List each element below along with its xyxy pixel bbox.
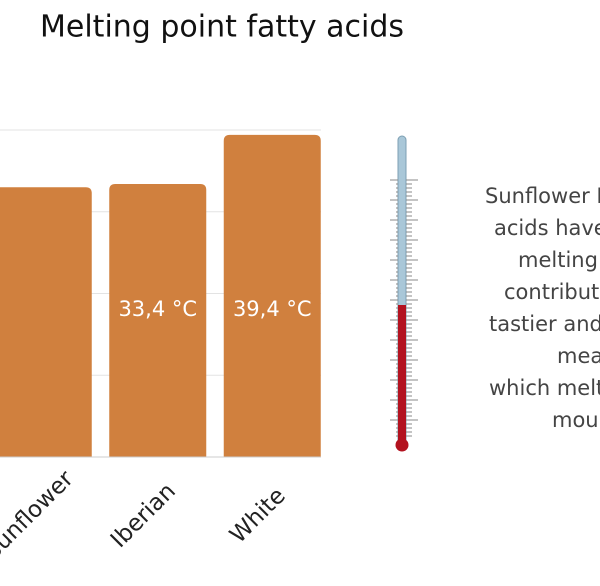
bar	[109, 183, 207, 457]
bar	[0, 187, 92, 457]
side-text-line: mou	[552, 408, 599, 432]
plot-area: Sunflower 33,4 °C Iberian 39,4 °C White	[0, 129, 321, 566]
side-text-line: contribut	[504, 280, 599, 304]
x-tick-label: Iberian	[106, 478, 181, 553]
side-text-line: Sunflower F	[485, 184, 600, 208]
side-text-line: tastier and	[489, 312, 600, 336]
chart-title: Melting point fatty acids	[40, 10, 404, 45]
side-text-line: acids have	[494, 216, 600, 240]
bar	[223, 134, 321, 457]
side-text-line: mea	[557, 344, 600, 368]
x-tick-label: Sunflower	[0, 466, 79, 566]
x-tick-label: White	[225, 483, 291, 549]
value-label: 39,4 °C	[233, 297, 312, 321]
thermometer	[390, 135, 418, 452]
value-label: 33,4 °C	[118, 297, 197, 321]
side-text-line: which melt	[489, 376, 600, 400]
side-text-line: melting	[518, 248, 598, 272]
side-text: Sunflower F acids have melting contribut tas…	[485, 184, 600, 432]
